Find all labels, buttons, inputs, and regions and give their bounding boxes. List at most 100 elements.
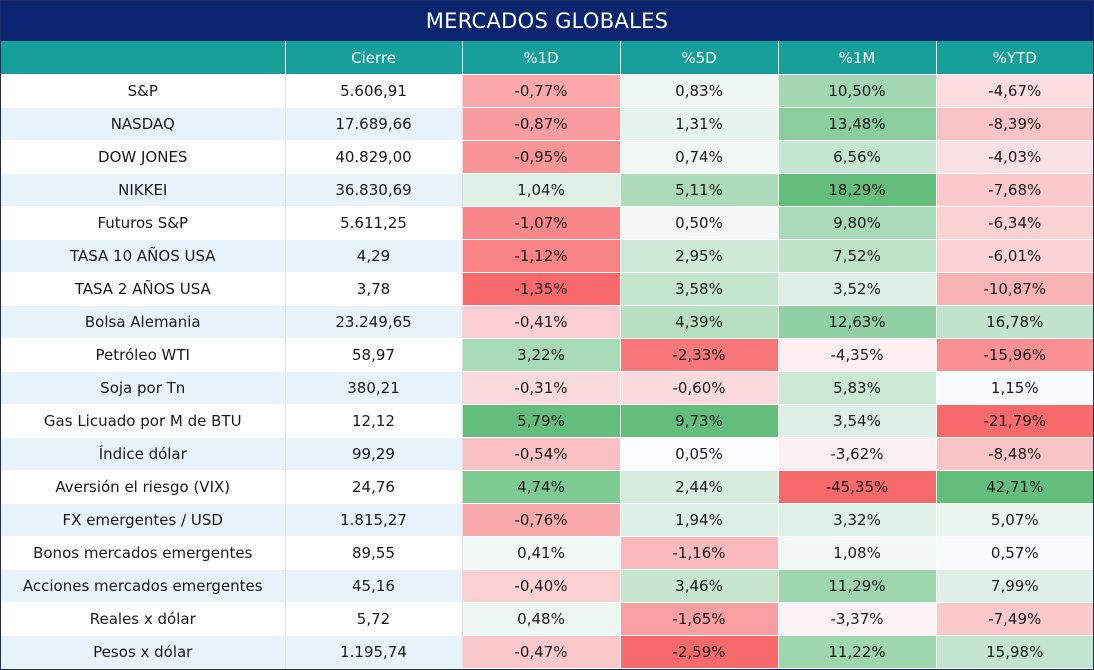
table-row: Bonos mercados emergentes 89,55 0,41% -1,16… [1, 536, 1093, 570]
row-cierre: 12,12 [285, 404, 463, 438]
row-name: Índice dólar [1, 437, 286, 471]
row-pct-1m: 3,54% [778, 404, 937, 438]
row-pct-1d: -0,41% [462, 305, 621, 339]
row-name: Bonos mercados emergentes [1, 536, 286, 570]
table-row: Soja por Tn 380,21 -0,31% -0,60% 5,83% 1,15% [1, 371, 1093, 405]
row-pct-ytd: 15,98% [936, 635, 1093, 668]
row-pct-1m: 5,83% [778, 371, 937, 405]
row-cierre: 5,72 [285, 602, 463, 636]
row-pct-5d: 0,05% [620, 437, 779, 471]
row-name: NIKKEI [1, 173, 286, 207]
row-cierre: 89,55 [285, 536, 463, 570]
row-cierre: 45,16 [285, 569, 463, 603]
row-pct-ytd: -4,67% [936, 74, 1093, 108]
row-cierre: 23.249,65 [285, 305, 463, 339]
table-row: Petróleo WTI 58,97 3,22% -2,33% -4,35% -15,96… [1, 338, 1093, 372]
row-cierre: 5.611,25 [285, 206, 463, 240]
row-pct-1d: -1,35% [462, 272, 621, 306]
table-row: S&P 5.606,91 -0,77% 0,83% 10,50% -4,67% [1, 74, 1093, 108]
row-name: Bolsa Alemania [1, 305, 286, 339]
row-pct-5d: 3,58% [620, 272, 779, 306]
row-pct-1m: -4,35% [778, 338, 937, 372]
row-pct-ytd: -6,01% [936, 239, 1093, 273]
header-row: Cierre %1D %5D %1M %YTD [1, 41, 1093, 75]
row-pct-5d: 0,50% [620, 206, 779, 240]
header-1m: %1M [778, 41, 937, 75]
row-pct-5d: -2,33% [620, 338, 779, 372]
row-pct-1d: -0,87% [462, 107, 621, 141]
row-pct-1d: -1,07% [462, 206, 621, 240]
header-ytd: %YTD [936, 41, 1093, 75]
row-pct-ytd: 16,78% [936, 305, 1093, 339]
row-pct-5d: 9,73% [620, 404, 779, 438]
table-row: Reales x dólar 5,72 0,48% -1,65% -3,37% -7,49… [1, 602, 1093, 636]
table-row: TASA 2 AÑOS USA 3,78 -1,35% 3,58% 3,52% -10,8… [1, 272, 1093, 306]
row-cierre: 40.829,00 [285, 140, 463, 174]
row-pct-ytd: 42,71% [936, 470, 1093, 504]
row-name: FX emergentes / USD [1, 503, 286, 537]
row-pct-1d: 1,04% [462, 173, 621, 207]
header-5d: %5D [620, 41, 779, 75]
row-pct-1d: -0,47% [462, 635, 621, 668]
row-pct-1m: 7,52% [778, 239, 937, 273]
row-cierre: 17.689,66 [285, 107, 463, 141]
row-pct-ytd: 7,99% [936, 569, 1093, 603]
row-pct-1m: 3,32% [778, 503, 937, 537]
row-pct-1d: 5,79% [462, 404, 621, 438]
table-title: MERCADOS GLOBALES [1, 1, 1093, 41]
row-pct-1d: -0,40% [462, 569, 621, 603]
row-cierre: 1.815,27 [285, 503, 463, 537]
row-pct-5d: -1,65% [620, 602, 779, 636]
row-pct-1d: 0,41% [462, 536, 621, 570]
header-name [1, 41, 286, 75]
row-name: Pesos x dólar [1, 635, 286, 668]
row-pct-1m: 1,08% [778, 536, 937, 570]
row-pct-5d: 3,46% [620, 569, 779, 603]
row-pct-1d: -0,31% [462, 371, 621, 405]
row-name: NASDAQ [1, 107, 286, 141]
row-name: TASA 10 AÑOS USA [1, 239, 286, 273]
row-name: Acciones mercados emergentes [1, 569, 286, 603]
row-pct-5d: 0,74% [620, 140, 779, 174]
markets-table: Cierre %1D %5D %1M %YTD S&P 5.606,91 -0,77… [1, 41, 1093, 668]
row-pct-5d: 5,11% [620, 173, 779, 207]
header-cierre: Cierre [285, 41, 463, 75]
row-cierre: 4,29 [285, 239, 463, 273]
row-pct-ytd: -4,03% [936, 140, 1093, 174]
row-pct-1m: 11,22% [778, 635, 937, 668]
table-row: TASA 10 AÑOS USA 4,29 -1,12% 2,95% 7,52% -6,0… [1, 239, 1093, 273]
row-pct-5d: 0,83% [620, 74, 779, 108]
row-pct-ytd: -8,48% [936, 437, 1093, 471]
row-pct-5d: 2,95% [620, 239, 779, 273]
row-pct-1m: 6,56% [778, 140, 937, 174]
row-pct-1d: -1,12% [462, 239, 621, 273]
table-row: NIKKEI 36.830,69 1,04% 5,11% 18,29% -7,68% [1, 173, 1093, 207]
row-pct-1d: -0,76% [462, 503, 621, 537]
row-pct-ytd: -7,68% [936, 173, 1093, 207]
table-row: Índice dólar 99,29 -0,54% 0,05% -3,62% -8,48% [1, 437, 1093, 471]
row-pct-1m: 18,29% [778, 173, 937, 207]
row-name: Futuros S&P [1, 206, 286, 240]
row-name: Reales x dólar [1, 602, 286, 636]
row-pct-5d: 4,39% [620, 305, 779, 339]
table-row: Acciones mercados emergentes 45,16 -0,40% 3… [1, 569, 1093, 603]
table-row: NASDAQ 17.689,66 -0,87% 1,31% 13,48% -8,39% [1, 107, 1093, 141]
row-pct-1d: -0,95% [462, 140, 621, 174]
row-pct-ytd: 0,57% [936, 536, 1093, 570]
table-row: Bolsa Alemania 23.249,65 -0,41% 4,39% 12,63%… [1, 305, 1093, 339]
row-pct-ytd: -6,34% [936, 206, 1093, 240]
row-pct-ytd: -8,39% [936, 107, 1093, 141]
row-cierre: 99,29 [285, 437, 463, 471]
row-pct-1m: 10,50% [778, 74, 937, 108]
row-pct-1m: 3,52% [778, 272, 937, 306]
row-pct-5d: 2,44% [620, 470, 779, 504]
row-pct-1m: 12,63% [778, 305, 937, 339]
row-pct-5d: -1,16% [620, 536, 779, 570]
row-pct-5d: 1,94% [620, 503, 779, 537]
row-pct-1m: -3,62% [778, 437, 937, 471]
row-name: Soja por Tn [1, 371, 286, 405]
row-pct-ytd: -7,49% [936, 602, 1093, 636]
row-cierre: 3,78 [285, 272, 463, 306]
row-pct-1d: 4,74% [462, 470, 621, 504]
